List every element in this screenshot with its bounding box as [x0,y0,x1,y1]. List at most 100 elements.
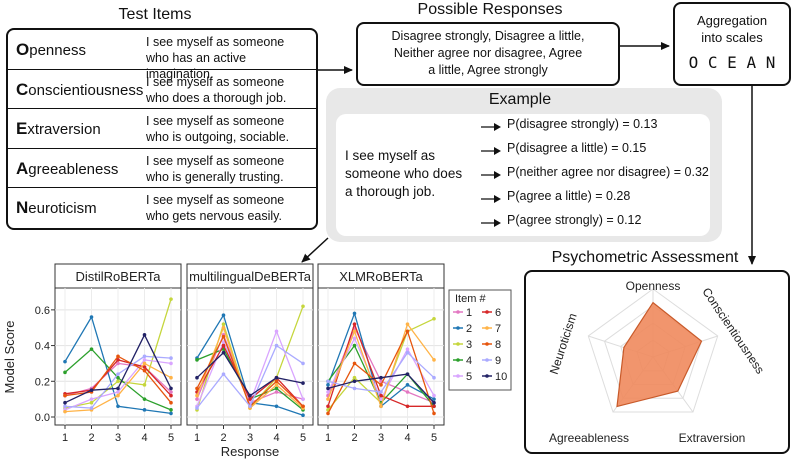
data-point [248,393,252,398]
data-point [274,404,279,409]
data-point [169,386,173,391]
arrow-right-icon [481,123,501,131]
data-point [432,397,436,401]
trait-description: I see myself as someone who is outgoing, … [146,113,289,145]
data-point [89,397,94,401]
trait-name: Agreeableness [16,159,118,179]
example-sentence-line-1: I see myself as [345,148,436,163]
data-point [274,375,279,380]
trait-name-rest: euroticism [28,200,97,218]
legend-label: 10 [495,371,507,383]
responses-line-1: Disagree strongly, Disagree a little, [391,29,585,43]
data-point [169,361,173,366]
data-point [116,354,120,359]
data-point [248,397,252,401]
trait-name-rest: greeableness [28,160,119,178]
data-point [274,383,279,387]
data-point [195,397,199,401]
data-point [116,386,120,391]
example-sentence: I see myself as someone who does a thoro… [345,147,462,201]
arrow-right-icon [481,171,501,179]
chart-panel: DistilRoBERTa 1 2 3 4 5 [54,263,182,444]
legend: Item # 1 2 3 4 5 6 7 8 9 10 [448,289,512,391]
data-point [352,361,357,366]
data-point [301,361,305,366]
x-tick-label: 5 [300,432,306,444]
legend-label: 6 [495,307,501,319]
x-tick-label: 1 [62,432,68,444]
data-point [352,329,357,334]
data-point [301,381,305,385]
data-point [195,358,199,362]
data-point [116,361,120,366]
trait-initial: E [16,119,28,139]
probability-text: P(disagree a little) = 0.15 [507,141,647,155]
data-point [169,408,173,412]
radar-axis-label: Conscientiousness [699,285,767,376]
trait-description: I see myself as someone who is generally … [146,153,284,185]
data-point [274,390,279,394]
data-point [142,397,147,401]
data-point [352,375,357,380]
data-point [89,388,94,393]
chart-panel: multilingualDeBERTa 1 2 3 4 5 [186,263,314,444]
data-point [169,400,173,405]
data-point [63,404,67,409]
data-point [116,372,120,376]
data-point [405,329,410,334]
legend-swatch-dot [485,310,489,314]
x-tick-label: 3 [247,432,253,444]
aggregation-line-1: Aggregation [696,13,768,28]
data-point [274,329,279,334]
data-point [432,393,436,398]
example-title: Example [488,91,552,108]
data-point [221,322,226,326]
data-point [432,316,436,321]
data-point [169,411,173,416]
data-point [142,383,147,387]
aggregation-line-2: into scales [701,30,763,45]
arrow-right-icon [481,219,501,227]
data-point [379,383,383,387]
data-point [326,379,330,384]
data-point [274,343,279,348]
data-point [301,304,305,309]
arrow-example-to-charts [301,237,329,263]
radar-axis-label: Openness [626,279,681,293]
legend-label: 9 [495,355,501,367]
legend-title: Item # [455,293,486,305]
data-point [169,390,173,394]
data-point [116,404,120,409]
legend-swatch-dot [485,342,489,346]
x-tick-label: 4 [141,432,147,444]
responses-line-2: Neither agree nor disagree, Agree [393,46,583,60]
probability-text: P(disagree strongly) = 0.13 [507,117,658,131]
data-point [89,400,94,405]
data-point [405,322,410,326]
possible-responses-title: Possible Responses [417,1,563,18]
trait-description: I see myself as someone who has an active… [146,34,316,82]
trait-initial: N [16,198,29,218]
data-point [326,397,330,401]
legend-label: 5 [466,371,472,383]
data-point [169,297,173,301]
x-tick-label: 5 [168,432,174,444]
data-point [379,397,383,401]
example-sentence-line-2: someone who does [345,166,463,181]
test-items-title: Test Items [118,6,192,23]
test-items-box: Openness I see myself as someone who has a… [6,28,318,230]
x-tick-label: 2 [220,432,226,444]
data-point [352,336,357,341]
data-point [169,375,173,380]
trait-name: Openness [16,40,86,60]
legend-swatch-dot [456,342,460,346]
legend-swatch-dot [485,374,489,378]
data-point [63,393,67,398]
trait-name-rest: onscientiousness [28,81,144,99]
data-point [405,404,410,409]
trait-description-line-2: who gets nervous easily. [146,209,282,224]
data-point [116,379,120,384]
trait-description-line-2: who is generally trusting. [146,169,284,184]
data-point [326,386,330,391]
